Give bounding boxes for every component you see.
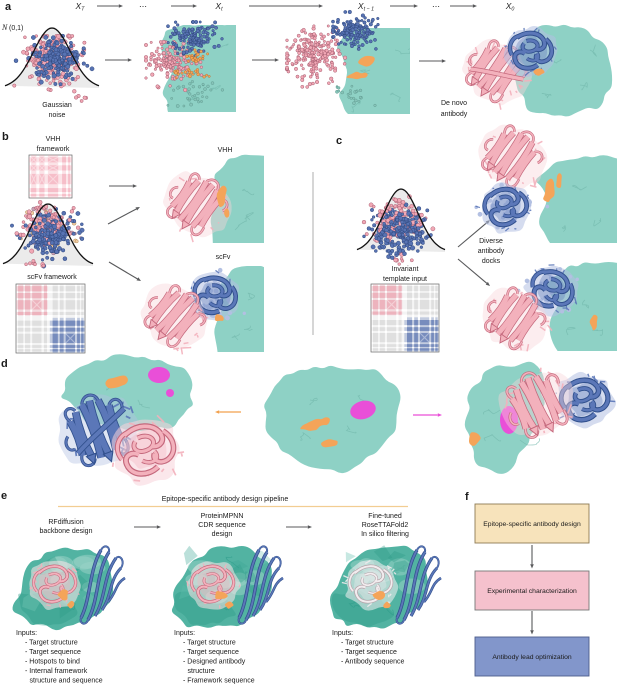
svg-text:- Target sequence: - Target sequence (183, 649, 239, 656)
svg-text:- Target structure: - Target structure (341, 640, 394, 647)
svg-text:Invariant: Invariant (392, 266, 419, 273)
svg-text:noise: noise (49, 112, 66, 119)
svg-text:⋯: ⋯ (432, 2, 440, 11)
svg-text:Gaussian: Gaussian (42, 102, 72, 109)
svg-text:CDR sequence: CDR sequence (198, 522, 246, 529)
svg-text:Xt: Xt (214, 1, 223, 13)
svg-text:RFdiffusion: RFdiffusion (48, 519, 83, 526)
svg-text:d: d (1, 358, 8, 370)
svg-text:- Target sequence: - Target sequence (341, 649, 397, 656)
svg-text:In silico filtering: In silico filtering (361, 531, 409, 538)
svg-text:- Antibody sequence: - Antibody sequence (341, 659, 405, 666)
svg-text:f: f (465, 491, 469, 503)
svg-text:VHH: VHH (46, 136, 61, 143)
svg-text:- Framework sequence: - Framework sequence (183, 678, 255, 685)
svg-text:Diverse: Diverse (479, 238, 503, 245)
svg-text:XT: XT (75, 1, 86, 13)
svg-text:VHH: VHH (218, 147, 233, 154)
svg-text:scFv framework: scFv framework (27, 274, 77, 281)
svg-text:ProteinMPNN: ProteinMPNN (201, 513, 244, 520)
svg-text:⋯: ⋯ (139, 2, 147, 11)
svg-text:- Target structure: - Target structure (183, 640, 236, 647)
svg-text:scFv: scFv (216, 254, 231, 261)
svg-text:Inputs:: Inputs: (16, 630, 37, 637)
svg-text:docks: docks (482, 258, 501, 265)
svg-text:RoseTTAFold2: RoseTTAFold2 (362, 522, 409, 529)
svg-text:- Hotspots to bind: - Hotspots to bind (25, 659, 80, 666)
svg-text:a: a (5, 1, 12, 13)
svg-text:antibody: antibody (441, 111, 468, 118)
svg-text:Experimental characterization: Experimental characterization (487, 588, 577, 595)
svg-text:template input: template input (383, 276, 427, 283)
svg-text:e: e (1, 490, 7, 502)
svg-text:structure and sequence: structure and sequence (30, 678, 103, 685)
svg-text:(0,1): (0,1) (9, 25, 23, 32)
svg-text:framework: framework (37, 146, 70, 153)
svg-text:N: N (1, 23, 8, 32)
svg-text:design: design (212, 531, 233, 538)
svg-text:Inputs:: Inputs: (174, 630, 195, 637)
svg-text:backbone design: backbone design (40, 528, 93, 535)
svg-text:- Internal framework: - Internal framework (25, 668, 88, 675)
svg-text:Epitope-specific antibody desi: Epitope-specific antibody design pipelin… (162, 496, 289, 503)
svg-text:c: c (336, 135, 342, 147)
svg-text:antibody: antibody (478, 248, 505, 255)
svg-text:b: b (2, 131, 9, 143)
svg-text:- Target sequence: - Target sequence (25, 649, 81, 656)
svg-text:Inputs:: Inputs: (332, 630, 353, 637)
svg-text:- Designed antibody: - Designed antibody (183, 659, 246, 666)
svg-text:De novo: De novo (441, 100, 467, 107)
svg-text:Xt − 1: Xt − 1 (357, 1, 374, 13)
svg-text:Epitope-specific antibody desi: Epitope-specific antibody design (483, 521, 581, 528)
svg-text:- Target structure: - Target structure (25, 640, 78, 647)
svg-text:Fine-tuned: Fine-tuned (368, 513, 402, 520)
svg-text:X0: X0 (505, 1, 515, 13)
svg-text:Antibody lead optimization: Antibody lead optimization (492, 654, 572, 661)
svg-text:structure: structure (188, 668, 215, 675)
